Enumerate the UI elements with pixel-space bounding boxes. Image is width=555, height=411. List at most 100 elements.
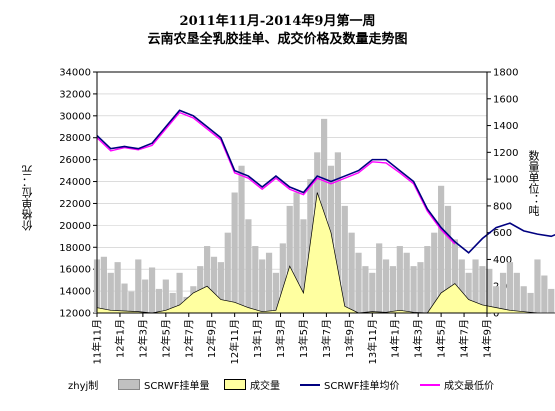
legend-label-volume: SCRWF挂单量 xyxy=(144,381,210,392)
volume-bar xyxy=(135,259,142,313)
volume-bar xyxy=(396,246,403,313)
tick-label-x: 14年5月 xyxy=(435,319,448,358)
volume-bar xyxy=(493,286,500,313)
volume-bar xyxy=(472,259,479,313)
volume-bar xyxy=(465,272,472,313)
deal-volume-area xyxy=(96,192,555,314)
chart-subtitle: 云南农垦全乳胶挂单、成交价格及数量走势图 xyxy=(147,32,408,47)
volume-bar xyxy=(224,232,231,313)
deal-low-price-line xyxy=(96,111,456,245)
tick-label-left: 30000 xyxy=(59,111,91,122)
tick-label-right: 400 xyxy=(493,255,512,266)
volume-bar xyxy=(506,262,514,313)
tick-label-right: 800 xyxy=(493,201,512,212)
plot-border xyxy=(96,71,488,314)
volume-bar xyxy=(259,259,266,313)
volume-bar xyxy=(279,243,286,313)
tick-label-left: 34000 xyxy=(59,68,91,79)
volume-bar xyxy=(431,232,438,313)
volume-bar xyxy=(362,266,369,313)
tick-label-right: 0 xyxy=(493,309,499,320)
volume-bar xyxy=(403,252,410,313)
legend-swatch-low xyxy=(420,383,440,386)
tick-label-right: 1400 xyxy=(493,121,518,132)
volume-bar xyxy=(534,259,541,313)
volume-bar xyxy=(155,288,163,313)
legend-swatch-avg xyxy=(300,383,320,386)
tick-label-x: 13年5月 xyxy=(297,319,310,358)
volume-bar xyxy=(176,272,183,313)
tick-label-left: 24000 xyxy=(59,177,91,188)
volume-bar xyxy=(424,246,431,313)
tick-label-x: 12年11月 xyxy=(228,319,241,364)
legend-prefix: zhyj制 xyxy=(68,377,98,392)
tick-label-right: 600 xyxy=(493,228,512,239)
tick-label-x: 13年7月 xyxy=(320,319,333,358)
tick-label-left: 22000 xyxy=(59,199,91,210)
volume-bar xyxy=(389,266,397,313)
legend-item-volume: SCRWF挂单量 xyxy=(118,377,210,392)
volume-bar xyxy=(499,272,507,313)
volume-bar xyxy=(369,272,376,313)
tick-label-left: 18000 xyxy=(59,243,91,254)
volume-bar xyxy=(513,272,520,313)
volume-bar xyxy=(458,259,465,313)
tick-label-x: 12年3月 xyxy=(136,319,149,358)
volume-bar xyxy=(355,252,362,313)
legend-label-low: 成交最低价 xyxy=(444,381,494,392)
volume-bar xyxy=(376,243,383,313)
tick-label-x: 13年9月 xyxy=(343,319,356,358)
tick-label-x: 14年9月 xyxy=(481,319,494,358)
tick-label-x: 12年5月 xyxy=(159,319,172,358)
y-axis-right-label: 数量单位：吨 xyxy=(527,150,540,216)
volume-bar xyxy=(142,279,149,313)
tick-label-left: 20000 xyxy=(59,221,91,232)
volume-bar xyxy=(107,272,114,313)
volume-bar xyxy=(444,205,452,313)
volume-bar xyxy=(348,232,355,313)
chart-title: 2011年11月-2014年9月第一周 xyxy=(179,14,376,29)
y-axis-left-label: 价格单位：元 xyxy=(21,165,34,231)
volume-bar xyxy=(128,291,135,313)
volume-bar xyxy=(527,292,534,313)
volume-bar xyxy=(252,246,259,313)
volume-bar xyxy=(417,262,424,313)
legend-prefix-text: zhyj制 xyxy=(68,381,99,392)
tick-label-x: 12年9月 xyxy=(205,319,218,358)
avg-price-line xyxy=(96,109,555,254)
volume-bar xyxy=(245,219,252,313)
volume-bar xyxy=(541,275,548,313)
volume-bar xyxy=(121,283,128,313)
volume-bar xyxy=(410,266,417,313)
volume-bar xyxy=(265,252,273,313)
volume-bar xyxy=(238,165,245,313)
volume-bar xyxy=(520,286,527,313)
tick-label-x: 14年3月 xyxy=(412,319,425,358)
legend-item-avg: SCRWF挂单均价 xyxy=(300,377,400,392)
legend-swatch-volume xyxy=(118,379,140,390)
volume-bar xyxy=(438,185,445,313)
volume-bar xyxy=(162,279,169,313)
volume-bar xyxy=(548,288,555,313)
volume-bar xyxy=(300,219,307,313)
legend-swatch-deal xyxy=(224,379,246,390)
tick-label-right: 1800 xyxy=(493,68,518,79)
volume-bar xyxy=(486,268,493,313)
tick-label-x: 12年7月 xyxy=(182,319,195,358)
volume-bar xyxy=(293,192,300,313)
tick-label-x: 13年3月 xyxy=(274,319,287,358)
tick-label-left: 32000 xyxy=(59,89,91,100)
tick-label-left: 12000 xyxy=(59,309,91,320)
volume-bar xyxy=(100,256,107,313)
tick-label-left: 28000 xyxy=(59,133,91,144)
tick-label-right: 1200 xyxy=(493,148,518,159)
tick-label-right: 1600 xyxy=(493,94,518,105)
tick-label-x: 11年11月 xyxy=(91,319,104,364)
legend-item-low: 成交最低价 xyxy=(420,377,494,392)
volume-bar xyxy=(148,267,156,313)
legend-item-deal: 成交量 xyxy=(224,377,280,392)
volume-bar xyxy=(210,256,218,313)
volume-bar xyxy=(204,246,211,313)
tick-label-left: 16000 xyxy=(59,265,91,276)
